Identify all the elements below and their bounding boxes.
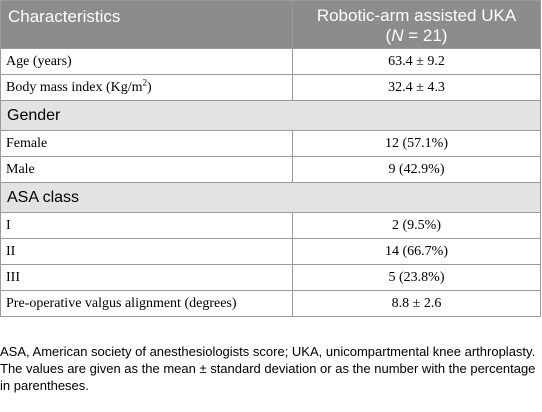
section-title: Gender <box>0 100 541 131</box>
table-row-asa-i: I 2 (9.5%) <box>0 212 541 239</box>
row-value: 32.4 ± 4.3 <box>292 74 541 101</box>
table-row-age: Age (years) 63.4 ± 9.2 <box>0 48 541 75</box>
table-row-bmi: Body mass index (Kg/m2) 32.4 ± 4.3 <box>0 74 541 101</box>
header-n-open: ( <box>385 25 392 45</box>
section-title: ASA class <box>0 182 541 213</box>
row-value: 63.4 ± 9.2 <box>292 48 541 75</box>
characteristics-table: Characteristics Robotic-arm assisted UKA… <box>0 0 541 317</box>
section-header-asa-class: ASA class <box>0 182 541 213</box>
characteristics-table-container: Characteristics Robotic-arm assisted UKA… <box>0 0 541 317</box>
row-label: Female <box>0 130 293 157</box>
row-value: 2 (9.5%) <box>292 212 541 239</box>
row-value: 5 (23.8%) <box>292 264 541 291</box>
section-header-gender: Gender <box>0 100 541 131</box>
row-value: 9 (42.9%) <box>292 156 541 183</box>
table-row-male: Male 9 (42.9%) <box>0 156 541 183</box>
table-row-female: Female 12 (57.1%) <box>0 130 541 157</box>
header-n-symbol: N <box>391 25 404 45</box>
header-characteristics: Characteristics <box>0 0 293 49</box>
row-label: II <box>0 238 293 265</box>
header-robotic-uka-title: Robotic-arm assisted UKA <box>316 5 517 25</box>
row-label: Age (years) <box>0 48 293 75</box>
footnote-abbreviations: ASA, American society of anesthesiologis… <box>0 344 536 359</box>
row-label: III <box>0 264 293 291</box>
table-footnotes: ASA, American society of anesthesiologis… <box>0 343 540 394</box>
bmi-label-end: ) <box>147 79 152 95</box>
row-label-bmi: Body mass index (Kg/m2) <box>0 74 293 101</box>
row-value: 12 (57.1%) <box>292 130 541 157</box>
row-value: 8.8 ± 2.6 <box>292 290 541 317</box>
table-header-row: Characteristics Robotic-arm assisted UKA… <box>0 0 541 49</box>
footnote-values-note: The values are given as the mean ± stand… <box>0 361 536 393</box>
row-label: Pre-operative valgus alignment (degrees) <box>0 290 293 317</box>
bmi-label-sup: 2 <box>142 76 148 87</box>
table-row-asa-iii: III 5 (23.8%) <box>0 264 541 291</box>
bmi-label-main: Body mass index (Kg/m <box>6 79 143 95</box>
table-row-valgus-alignment: Pre-operative valgus alignment (degrees)… <box>0 290 541 317</box>
table-row-asa-ii: II 14 (66.7%) <box>0 238 541 265</box>
row-value: 14 (66.7%) <box>292 238 541 265</box>
row-label: I <box>0 212 293 239</box>
header-robotic-uka: Robotic-arm assisted UKA (N = 21) <box>292 0 541 49</box>
row-label: Male <box>0 156 293 183</box>
header-n-rest: = 21) <box>403 25 448 45</box>
